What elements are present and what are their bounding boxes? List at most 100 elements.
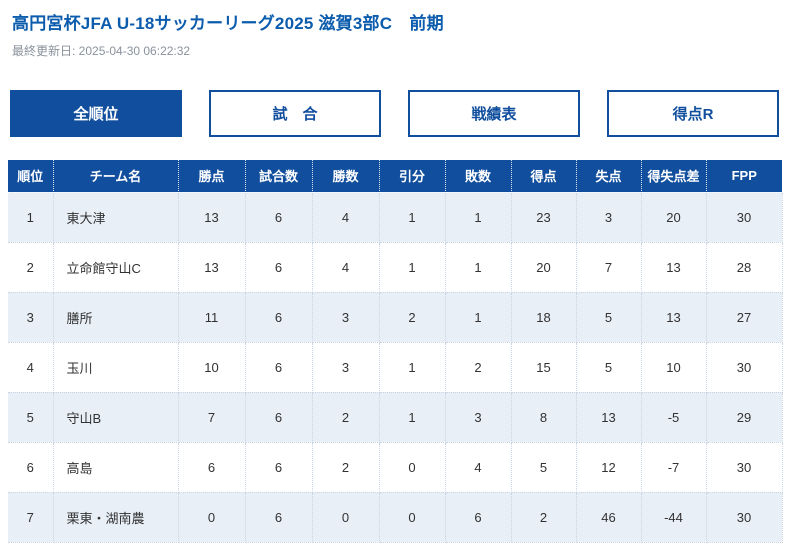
stat-cell: 20 [641, 192, 707, 243]
stat-cell: 0 [312, 492, 380, 543]
stat-cell: 20 [511, 242, 577, 293]
last-updated-date: 最終更新日: 2025-04-30 06:22:32 [12, 44, 191, 58]
team-name-cell: 膳所 [53, 292, 179, 343]
stat-cell: 3 [312, 342, 380, 393]
stat-cell: 10 [641, 342, 707, 393]
stat-cell: 8 [511, 392, 577, 443]
stat-cell: 2 [445, 342, 512, 393]
stat-cell: 3 [312, 292, 380, 343]
stat-cell: 3 [445, 392, 512, 443]
stat-cell: 0 [379, 442, 446, 493]
stat-cell: 13 [641, 242, 707, 293]
stat-cell: 5 [576, 342, 642, 393]
stat-cell: 23 [511, 192, 577, 243]
column-header-8: 失点 [576, 160, 642, 193]
stat-cell: 0 [379, 492, 446, 543]
rank-cell: 6 [8, 442, 54, 493]
view-tabs: 全順位 試 合 戦績表 得点R [10, 90, 779, 137]
stat-cell: 1 [379, 342, 446, 393]
column-header-10: FPP [706, 160, 782, 193]
column-header-2: 勝点 [178, 160, 246, 193]
stat-cell: 18 [511, 292, 577, 343]
stat-cell: 6 [245, 342, 313, 393]
table-row: 3 膳所 11 6 3 2 1 18 5 13 27 [8, 292, 783, 343]
stat-cell: 2 [312, 442, 380, 493]
stat-cell: 4 [312, 242, 380, 293]
stat-cell: 6 [245, 442, 313, 493]
table-row: 6 高島 6 6 2 0 4 5 12 -7 30 [8, 442, 783, 493]
stat-cell: 30 [706, 442, 783, 493]
team-name-cell: 高島 [53, 442, 179, 493]
stat-cell: 30 [706, 492, 783, 543]
team-name-cell: 栗東・湖南農 [53, 492, 179, 543]
column-header-9: 得失点差 [641, 160, 707, 193]
table-row: 7 栗東・湖南農 0 6 0 0 6 2 46 -44 30 [8, 492, 783, 543]
stat-cell: 15 [511, 342, 577, 393]
stat-cell: 4 [445, 442, 512, 493]
rank-cell: 2 [8, 242, 54, 293]
team-name-cell: 玉川 [53, 342, 179, 393]
team-name-cell: 立命館守山C [53, 242, 179, 293]
stat-cell: 6 [245, 392, 313, 443]
stat-cell: 7 [178, 392, 246, 443]
tab-results-grid[interactable]: 戦績表 [408, 90, 580, 137]
stat-cell: 13 [641, 292, 707, 343]
stat-cell: 1 [445, 242, 512, 293]
column-header-5: 引分 [379, 160, 446, 193]
table-row: 4 玉川 10 6 3 1 2 15 5 10 30 [8, 342, 783, 393]
tab-scorer-ranking[interactable]: 得点R [607, 90, 779, 137]
stat-cell: 6 [245, 242, 313, 293]
standings-header-row: 順位 チーム名 勝点 試合数 勝数 引分 敗数 得点 失点 得失点差 FPP [8, 160, 782, 193]
column-header-6: 敗数 [445, 160, 512, 193]
stat-cell: 30 [706, 192, 783, 243]
page-title: 高円宮杯JFA U-18サッカーリーグ2025 滋賀3部C 前期 [12, 14, 444, 33]
stat-cell: 6 [445, 492, 512, 543]
stat-cell: -44 [641, 492, 707, 543]
table-row: 1 東大津 13 6 4 1 1 23 3 20 30 [8, 192, 783, 243]
stat-cell: 1 [445, 292, 512, 343]
stat-cell: 6 [178, 442, 246, 493]
rank-cell: 7 [8, 492, 54, 543]
stat-cell: 2 [312, 392, 380, 443]
rank-cell: 4 [8, 342, 54, 393]
stat-cell: 1 [379, 192, 446, 243]
stat-cell: 6 [245, 492, 313, 543]
stat-cell: 27 [706, 292, 783, 343]
stat-cell: -5 [641, 392, 707, 443]
stat-cell: 2 [379, 292, 446, 343]
stat-cell: 10 [178, 342, 246, 393]
stat-cell: 1 [379, 242, 446, 293]
stat-cell: 13 [576, 392, 642, 443]
stat-cell: 11 [178, 292, 246, 343]
stat-cell: -7 [641, 442, 707, 493]
column-header-4: 勝数 [312, 160, 380, 193]
stat-cell: 4 [312, 192, 380, 243]
stat-cell: 3 [576, 192, 642, 243]
stat-cell: 12 [576, 442, 642, 493]
column-header-0: 順位 [8, 160, 54, 193]
column-header-3: 試合数 [245, 160, 313, 193]
tab-matches[interactable]: 試 合 [209, 90, 381, 137]
stat-cell: 29 [706, 392, 783, 443]
table-row: 2 立命館守山C 13 6 4 1 1 20 7 13 28 [8, 242, 783, 293]
stat-cell: 0 [178, 492, 246, 543]
stat-cell: 1 [445, 192, 512, 243]
table-row: 5 守山B 7 6 2 1 3 8 13 -5 29 [8, 392, 783, 443]
stat-cell: 5 [511, 442, 577, 493]
stat-cell: 6 [245, 292, 313, 343]
stat-cell: 2 [511, 492, 577, 543]
column-header-7: 得点 [511, 160, 577, 193]
rank-cell: 3 [8, 292, 54, 343]
stat-cell: 13 [178, 242, 246, 293]
tab-all-rankings[interactable]: 全順位 [10, 90, 182, 137]
column-header-1: チーム名 [53, 160, 179, 193]
stat-cell: 30 [706, 342, 783, 393]
standings-table: 順位 チーム名 勝点 試合数 勝数 引分 敗数 得点 失点 得失点差 FPP 1 東大津 13 6 4 1 1 2… [8, 160, 783, 543]
stat-cell: 1 [379, 392, 446, 443]
stat-cell: 7 [576, 242, 642, 293]
stat-cell: 5 [576, 292, 642, 343]
team-name-cell: 東大津 [53, 192, 179, 243]
stat-cell: 13 [178, 192, 246, 243]
rank-cell: 1 [8, 192, 54, 243]
